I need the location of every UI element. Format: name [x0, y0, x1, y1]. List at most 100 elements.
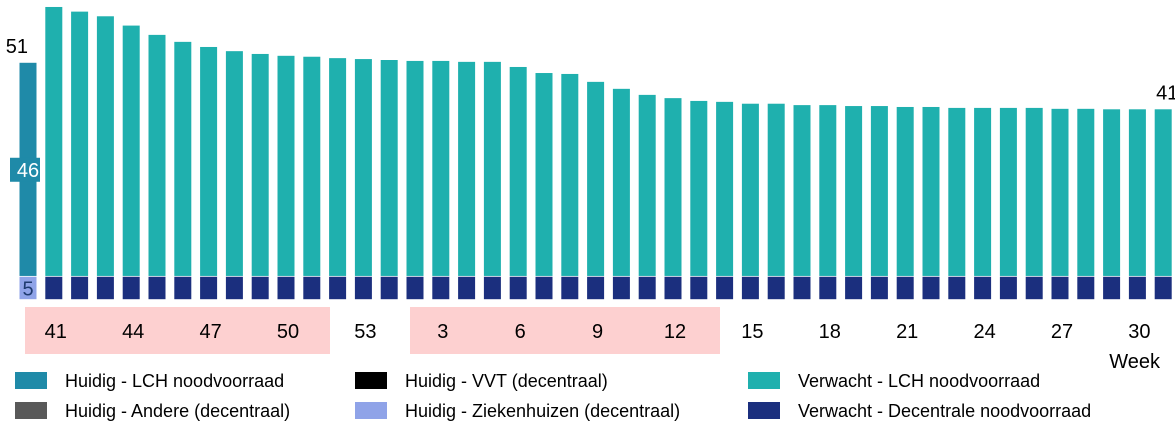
bar-segment — [999, 107, 1017, 276]
bar-segment — [200, 46, 218, 276]
bar-segment — [845, 106, 863, 276]
x-tick-label: 6 — [515, 321, 526, 343]
bar-segment — [380, 60, 398, 276]
bar-segment — [974, 107, 992, 276]
bar-segment — [793, 105, 811, 276]
bar-segment — [45, 6, 63, 276]
bar-segment — [664, 276, 682, 300]
bar-segment — [819, 105, 837, 276]
bar-segment — [741, 276, 759, 300]
bar-segment — [509, 66, 527, 276]
bar-segment — [251, 53, 269, 276]
bar-segment — [432, 60, 450, 276]
legend-label: Verwacht - LCH noodvoorraad — [798, 371, 1040, 391]
legend-swatch — [748, 402, 780, 419]
bar-segment — [896, 276, 914, 300]
x-tick-label: 3 — [437, 321, 448, 343]
bar-segment — [819, 276, 837, 300]
bar-segment — [71, 276, 89, 300]
bar-segment — [716, 101, 734, 276]
x-tick-label: 27 — [1051, 321, 1073, 343]
bar-segment — [1128, 109, 1146, 276]
x-tick-label: 24 — [973, 321, 995, 343]
bar-segment — [535, 73, 553, 276]
bar-segment — [458, 276, 476, 300]
bar-segment — [122, 276, 140, 300]
total-label: 41 — [1156, 82, 1175, 104]
bar-segment — [354, 276, 372, 300]
bar-segment — [999, 276, 1017, 300]
bar-segment — [354, 59, 372, 276]
legend-swatch — [15, 372, 47, 389]
bar-segment — [19, 276, 37, 300]
bar-segment — [329, 276, 347, 300]
x-axis-label: Week — [1109, 351, 1161, 373]
x-tick-label: 50 — [277, 321, 299, 343]
bar-segment — [587, 81, 605, 276]
bar-segment — [922, 106, 940, 276]
bar-segment — [277, 55, 295, 276]
bar-segment — [845, 276, 863, 300]
bar-segment — [1077, 108, 1095, 276]
x-tick-label: 44 — [122, 321, 144, 343]
legend-label: Huidig - LCH noodvoorraad — [65, 371, 284, 391]
label-box — [10, 157, 40, 182]
bar-segment — [870, 276, 888, 300]
bar-segment — [96, 16, 114, 276]
bar-segment — [974, 276, 992, 300]
x-tick-label: 47 — [199, 321, 221, 343]
bar-segment — [71, 11, 89, 276]
bar-segment — [148, 34, 166, 276]
x-tick-label: 21 — [896, 321, 918, 343]
bar-segment — [561, 276, 579, 300]
legend-swatch — [748, 372, 780, 389]
bar-segment — [561, 73, 579, 276]
data-label: 46 — [17, 160, 39, 182]
x-tick-label: 53 — [354, 321, 376, 343]
highlight-band — [25, 307, 330, 354]
bar-segment — [200, 276, 218, 300]
x-tick-label: 18 — [819, 321, 841, 343]
bar-segment — [406, 60, 424, 276]
bar-segment — [690, 100, 708, 276]
bar-segment — [1154, 276, 1172, 300]
bar-segment — [1077, 276, 1095, 300]
bar-segment — [45, 276, 63, 300]
bar-segment — [225, 51, 243, 276]
bar-segment — [458, 61, 476, 276]
bar-segment — [1051, 276, 1069, 300]
bar-segment — [638, 94, 656, 276]
bar-segment — [1103, 109, 1121, 276]
bar-segment — [664, 98, 682, 276]
bar-segment — [587, 276, 605, 300]
bar-segment — [1154, 109, 1172, 276]
bar-segment — [948, 276, 966, 300]
bar-segment — [96, 276, 114, 300]
x-tick-label: 15 — [741, 321, 763, 343]
bar-segment — [638, 276, 656, 300]
bar-segment — [329, 58, 347, 276]
bar-segment — [509, 276, 527, 300]
bar-segment — [1025, 276, 1043, 300]
bar-segment — [690, 276, 708, 300]
bar-segment — [1025, 107, 1043, 276]
bar-segment — [896, 106, 914, 276]
bar-segment — [174, 276, 192, 300]
highlight-band — [410, 307, 720, 354]
legend-label: Huidig - VVT (decentraal) — [405, 371, 608, 391]
bar-segment — [1128, 276, 1146, 300]
bar-segment — [483, 61, 501, 276]
bar-segment — [793, 276, 811, 300]
bar-segment — [612, 88, 630, 276]
bar-segment — [1051, 108, 1069, 276]
bar-segment — [948, 107, 966, 276]
bar-segment — [432, 276, 450, 300]
x-tick-label: 12 — [664, 321, 686, 343]
legend-label: Huidig - Ziekenhuizen (decentraal) — [405, 401, 680, 421]
bar-segment — [406, 276, 424, 300]
x-tick-label: 41 — [45, 321, 67, 343]
x-tick-label: 9 — [592, 321, 603, 343]
bar-segment — [303, 276, 321, 300]
bar-segment — [303, 56, 321, 276]
